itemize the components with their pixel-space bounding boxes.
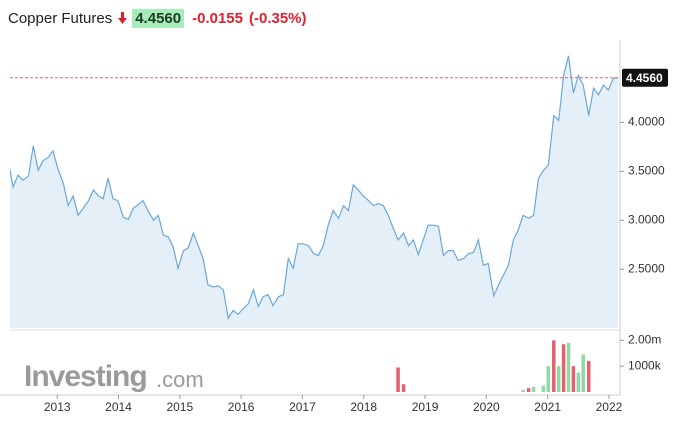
watermark-suffix: .com bbox=[156, 367, 204, 392]
x-tick-label: 2017 bbox=[289, 400, 316, 414]
volume-bar bbox=[581, 354, 585, 392]
volume-bar bbox=[586, 361, 591, 392]
volume-bar bbox=[396, 367, 400, 392]
price: 4.4560 bbox=[132, 8, 185, 28]
y-tick-label: 3.0000 bbox=[628, 212, 665, 226]
header: Copper Futures 4.4560 -0.0155 (-0.35%) bbox=[8, 6, 307, 30]
volume-bar bbox=[561, 344, 566, 392]
x-tick-label: 2015 bbox=[166, 400, 193, 414]
last-price-label: 4.4560 bbox=[626, 71, 663, 85]
down-arrow bbox=[118, 12, 128, 24]
y-tick-label: 4.0000 bbox=[628, 115, 665, 129]
volume-bar bbox=[571, 366, 576, 392]
price-line bbox=[10, 55, 619, 320]
watermark: Investing bbox=[24, 360, 147, 393]
volume-bar bbox=[576, 372, 581, 392]
y-tick-label: 1000k bbox=[628, 358, 662, 372]
change: -0.0155 bbox=[192, 9, 243, 27]
y-tick-label: 3.5000 bbox=[628, 163, 665, 177]
x-tick-label: 2019 bbox=[412, 400, 439, 414]
x-tick-label: 2013 bbox=[44, 400, 71, 414]
change-percent: (-0.35%) bbox=[248, 9, 307, 27]
x-tick-label: 2020 bbox=[473, 400, 500, 414]
x-tick-label: 2018 bbox=[350, 400, 377, 414]
volume-bar bbox=[531, 386, 536, 392]
area-fill bbox=[10, 55, 619, 328]
instrument-title: Copper Futures bbox=[8, 9, 113, 27]
volume-bar bbox=[552, 340, 556, 392]
y-tick-label: 2.5000 bbox=[628, 261, 665, 275]
volume-bar bbox=[541, 385, 546, 392]
last-price-box bbox=[622, 68, 668, 87]
volume-bar bbox=[526, 388, 531, 392]
x-tick-label: 2021 bbox=[534, 400, 561, 414]
y-tick-label: 2.00m bbox=[628, 333, 661, 347]
volume-bar bbox=[566, 342, 571, 392]
volume-bar bbox=[521, 389, 525, 392]
volume-bar bbox=[556, 366, 561, 392]
x-tick-label: 2016 bbox=[228, 400, 255, 414]
x-tick-label: 2014 bbox=[105, 400, 132, 414]
volume-bar bbox=[401, 384, 406, 392]
x-tick-label: 2022 bbox=[596, 400, 623, 414]
volume-bar bbox=[546, 366, 551, 392]
